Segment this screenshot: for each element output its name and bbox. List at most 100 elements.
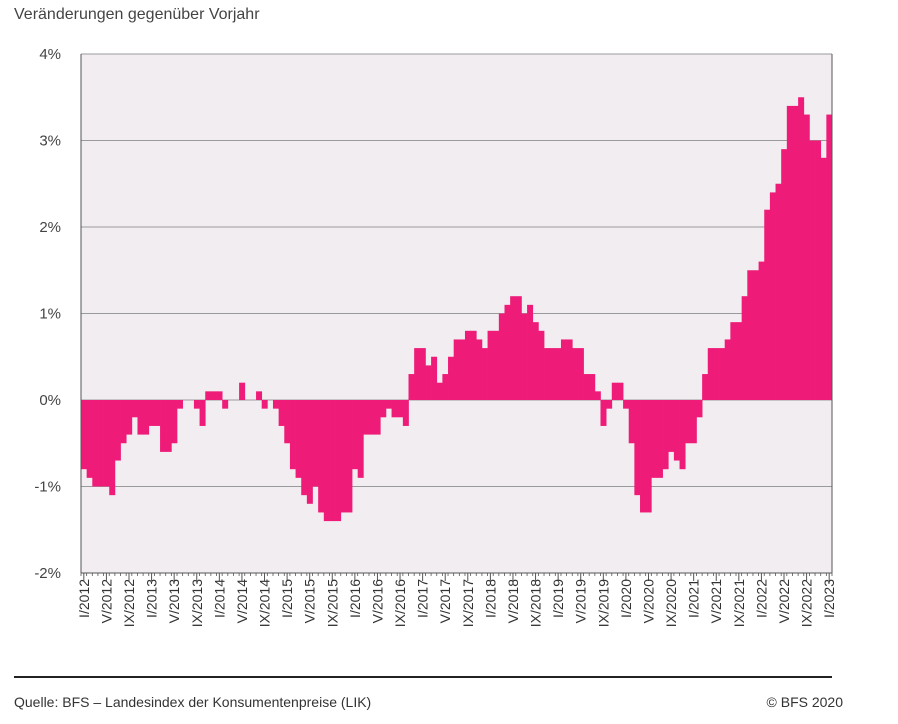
x-tick-label: IX/2019 — [595, 579, 611, 627]
x-tick-label: IX/2018 — [528, 579, 544, 627]
bar — [481, 348, 488, 400]
y-tick-label: -1% — [34, 479, 61, 496]
y-tick-label: 3% — [39, 133, 61, 150]
bar — [171, 400, 178, 444]
bar — [645, 400, 652, 513]
bar — [256, 391, 263, 400]
x-tick-label: IX/2022 — [799, 579, 815, 627]
x-tick-label: V/2015 — [302, 579, 318, 624]
bar — [301, 400, 308, 496]
x-tick-label: V/2016 — [369, 579, 385, 624]
bar — [148, 400, 155, 426]
bar — [176, 400, 183, 409]
bar — [408, 374, 415, 400]
y-tick-label: 4% — [39, 46, 61, 63]
chart-subtitle: Veränderungen gegenüber Vorjahr — [14, 6, 260, 23]
bar — [566, 339, 573, 400]
x-tick-label: I/2017 — [415, 579, 431, 618]
bar — [380, 400, 387, 418]
y-tick-label: 0% — [39, 392, 61, 409]
bar — [143, 400, 150, 435]
bar — [741, 296, 748, 400]
bar — [555, 348, 562, 400]
bar — [724, 339, 731, 400]
bar — [272, 400, 279, 409]
bar — [752, 270, 759, 400]
bar — [803, 114, 810, 401]
bar — [137, 400, 144, 435]
x-tick-label: I/2018 — [482, 579, 498, 618]
bar — [431, 356, 438, 400]
x-tick-label: I/2022 — [753, 579, 769, 618]
bar — [809, 140, 816, 400]
bar — [826, 114, 833, 401]
bar — [97, 400, 104, 487]
bar — [419, 348, 426, 400]
x-tick-label: IX/2013 — [189, 579, 205, 627]
bar — [498, 313, 505, 400]
bar — [165, 400, 172, 452]
bar — [357, 400, 364, 478]
bar — [656, 400, 663, 478]
bar — [346, 400, 353, 513]
bar — [470, 330, 477, 400]
x-tick-label: I/2020 — [618, 579, 634, 618]
x-tick-label: I/2019 — [550, 579, 566, 618]
bar — [538, 330, 545, 400]
bar — [368, 400, 375, 435]
bar — [414, 348, 421, 400]
bar — [769, 192, 776, 400]
x-tick-label: V/2017 — [437, 579, 453, 624]
x-tick-label: I/2012 — [76, 579, 92, 618]
bar — [651, 400, 658, 478]
x-tick-label: IX/2021 — [731, 579, 747, 627]
bar — [448, 356, 455, 400]
bar — [363, 400, 370, 435]
bar — [640, 400, 647, 513]
bar — [786, 105, 793, 401]
y-tick-label: -2% — [34, 565, 61, 582]
bar — [747, 270, 754, 400]
x-tick-label: I/2013 — [144, 579, 160, 618]
x-tick-label: I/2014 — [211, 579, 227, 618]
bar — [532, 322, 539, 400]
bar — [707, 348, 714, 400]
bar — [402, 400, 409, 426]
bar — [216, 391, 223, 400]
bar — [295, 400, 302, 478]
x-tick-label: IX/2014 — [257, 579, 273, 627]
bar — [335, 400, 342, 522]
bar — [623, 400, 630, 409]
x-tick-label: IX/2016 — [392, 579, 408, 627]
bar — [205, 391, 212, 400]
x-tick-label: I/2016 — [347, 579, 363, 618]
bar — [606, 400, 613, 409]
bar — [560, 339, 567, 400]
x-tick-label: IX/2017 — [460, 579, 476, 627]
bar — [86, 400, 93, 478]
bar — [690, 400, 697, 444]
x-tick-label: I/2021 — [686, 579, 702, 618]
bar — [527, 304, 534, 400]
bar — [436, 382, 443, 400]
bar — [730, 322, 737, 400]
bar — [289, 400, 296, 470]
bar — [685, 400, 692, 444]
y-tick-label: 1% — [39, 306, 61, 323]
bar — [126, 400, 133, 435]
bar — [628, 400, 635, 444]
bar — [572, 348, 579, 400]
x-tick-label: IX/2020 — [663, 579, 679, 627]
bar — [385, 400, 392, 409]
bar — [397, 400, 404, 418]
bar — [261, 400, 268, 409]
bar — [521, 313, 528, 400]
bar-chart: 4% 3% 2% 1% 0% -1% -2% I/2012 V/2012 IX/2012 I/201… — [34, 46, 837, 627]
bar — [391, 400, 398, 418]
bar — [668, 400, 675, 452]
bar — [109, 400, 116, 496]
bar — [544, 348, 551, 400]
bar — [306, 400, 313, 504]
bar — [764, 209, 771, 400]
bar — [702, 374, 709, 400]
